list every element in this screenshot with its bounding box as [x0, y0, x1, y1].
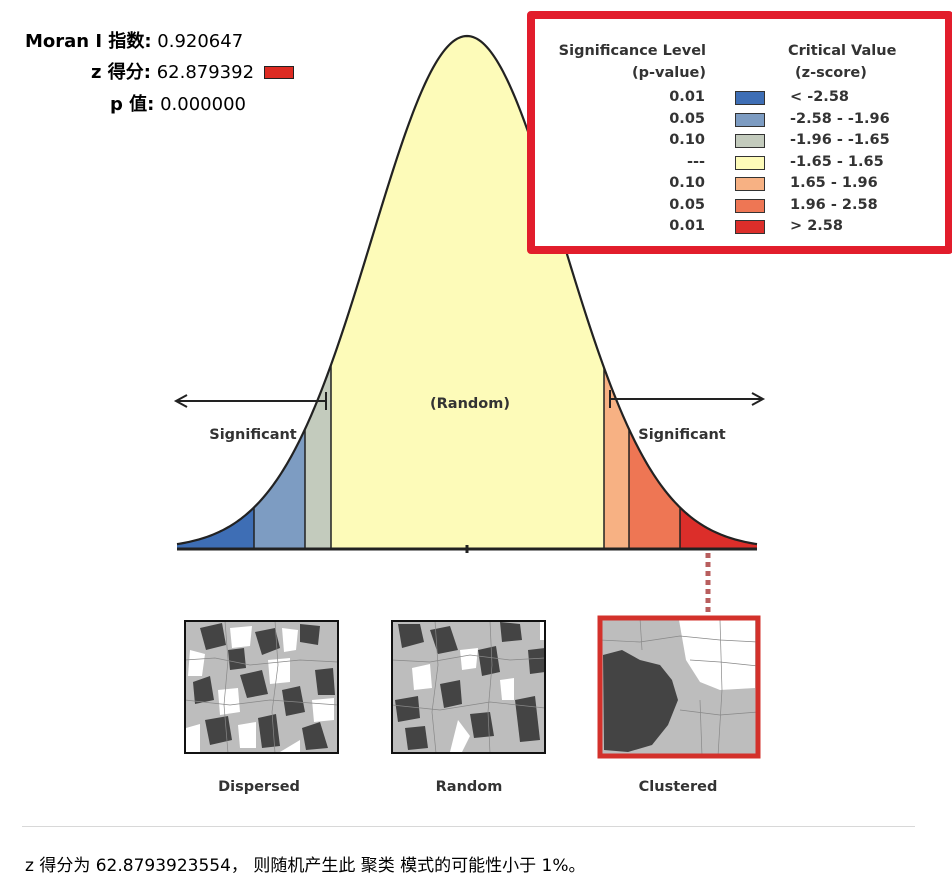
legend-zscore: 1.96 - 2.58 — [790, 196, 878, 213]
legend-header-pvalue: (p-value) — [631, 65, 706, 81]
legend-header-critical: Critical Value — [788, 43, 897, 59]
random-label: (Random) — [430, 396, 510, 412]
dispersed-label: Dispersed — [218, 779, 300, 795]
moran-index-label: Moran I 指数: — [25, 31, 152, 52]
clustered-pattern-map — [597, 615, 761, 759]
legend-color-swatch — [735, 91, 765, 105]
significant-left-label: Significant — [209, 427, 297, 443]
dispersed-pattern-map — [184, 620, 339, 754]
legend-color-swatch — [735, 112, 765, 127]
z-score-value: 62.879392 — [156, 62, 255, 83]
legend-zscore: 1.65 - 1.96 — [790, 175, 878, 191]
legend-pvalue: 0.05 — [669, 110, 705, 127]
significant-right-label: Significant — [638, 427, 726, 443]
legend-color-swatch — [735, 155, 765, 170]
legend-pvalue: 0.05 — [669, 196, 705, 213]
left-significant-arrow — [173, 392, 327, 410]
moran-index-row: Moran I 指数: 0.920647 — [25, 31, 243, 53]
segment-2.58-1.96-neg — [254, 36, 305, 549]
legend-color-swatch — [735, 220, 765, 234]
legend-header-significance: Significance Level — [558, 43, 706, 59]
moran-index-value: 0.920647 — [157, 31, 244, 52]
legend-header-zscore: (z-score) — [795, 65, 867, 81]
right-significant-arrow — [609, 390, 766, 408]
legend-pvalue: 0.01 — [669, 89, 705, 105]
legend-pvalue: 0.10 — [669, 175, 705, 191]
legend-zscore: < -2.58 — [790, 89, 849, 105]
clustered-label: Clustered — [639, 779, 718, 795]
random-pattern-map — [391, 620, 546, 754]
legend-pvalue: 0.10 — [669, 132, 705, 148]
p-value-label: p 值: — [110, 94, 155, 115]
conclusion-text: z 得分为 62.8793923554， 则随机产生此 聚类 模式的可能性小于 … — [25, 856, 586, 876]
segment-1.96-1.65-neg — [305, 36, 331, 549]
p-value-value: 0.000000 — [160, 94, 246, 115]
legend-zscore: -1.65 - 1.65 — [790, 153, 884, 170]
p-value-row: p 值: 0.000000 — [110, 94, 246, 116]
legend-color-swatch — [735, 177, 765, 191]
legend-zscore: -1.96 - -1.65 — [790, 132, 890, 148]
z-score-label: z 得分: — [91, 62, 151, 83]
segment-lt-2.58 — [177, 36, 254, 549]
legend-pvalue: --- — [686, 153, 705, 170]
normal-curve-outline — [176, 34, 758, 546]
legend-color-swatch — [735, 198, 765, 213]
legend-zscore: > 2.58 — [790, 218, 843, 234]
divider — [22, 826, 915, 827]
legend-color-swatch — [735, 134, 765, 148]
legend-zscore: -2.58 - -1.96 — [790, 110, 890, 127]
z-score-row: z 得分: 62.879392 — [91, 62, 294, 84]
z-score-color-swatch — [263, 65, 294, 79]
segment-dividers — [253, 364, 681, 549]
legend-pvalue: 0.01 — [669, 218, 705, 234]
random-map-label: Random — [436, 779, 503, 795]
significance-legend: Significance Level (p-value) Critical Va… — [527, 11, 952, 254]
